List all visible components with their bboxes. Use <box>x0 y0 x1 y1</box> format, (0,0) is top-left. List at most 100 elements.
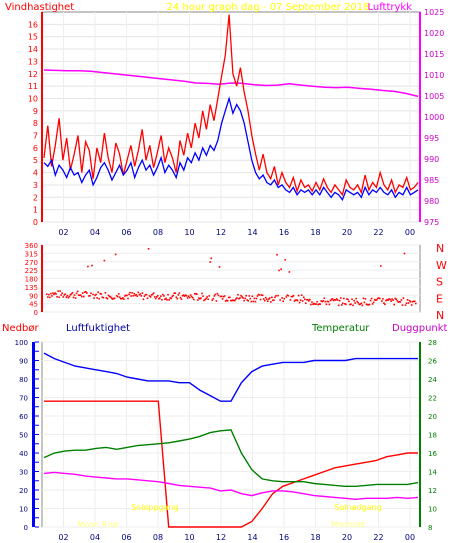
dewpoint-line <box>43 471 419 501</box>
direction-point <box>384 303 386 306</box>
y-right-tick: 1015 <box>424 50 444 59</box>
direction-point <box>382 298 384 300</box>
direction-point <box>109 296 112 298</box>
direction-point <box>144 293 147 296</box>
direction-point <box>154 297 157 300</box>
direction-point <box>244 297 246 300</box>
direction-point <box>335 298 338 300</box>
direction-point <box>336 299 339 301</box>
direction-point <box>200 297 202 299</box>
y-right-tick: 1005 <box>424 92 444 101</box>
direction-point <box>314 303 316 305</box>
direction-point <box>402 297 405 299</box>
direction-point <box>276 253 278 256</box>
direction-point <box>259 298 262 301</box>
direction-point <box>291 295 294 298</box>
direction-point <box>75 292 78 295</box>
x-tick: 00 <box>405 228 415 237</box>
direction-point <box>275 295 277 297</box>
direction-point <box>114 253 117 256</box>
direction-point <box>170 297 172 300</box>
direction-point <box>197 299 199 301</box>
direction-point <box>83 295 85 298</box>
direction-point <box>164 298 166 301</box>
direction-point <box>54 292 56 294</box>
direction-point <box>299 299 302 301</box>
direction-point <box>69 294 72 296</box>
y-left-tick: 12 <box>28 70 38 79</box>
y-left-tick: 16 <box>28 20 38 29</box>
direction-point <box>365 303 368 306</box>
x-tick: 08 <box>153 228 163 237</box>
direction-point <box>194 292 196 295</box>
direction-point <box>324 300 327 303</box>
direction-point <box>282 300 284 303</box>
x-tick: 02 <box>58 228 68 237</box>
compass-label: N <box>436 242 444 255</box>
direction-point <box>277 294 279 297</box>
direction-point <box>359 303 362 305</box>
direction-point <box>327 300 330 303</box>
direction-point <box>103 259 106 262</box>
x-tick: 18 <box>310 533 320 542</box>
direction-point <box>63 294 66 296</box>
direction-point <box>285 296 288 298</box>
temperature-tick: 8 <box>428 524 432 532</box>
y-right-tick: 985 <box>424 176 439 185</box>
temperature-tick: 22 <box>428 395 437 403</box>
direction-point <box>352 304 354 307</box>
direction-point <box>312 303 314 306</box>
direction-point <box>339 297 342 299</box>
direction-point <box>293 300 296 302</box>
direction-point <box>210 257 213 260</box>
annotation: Moonset <box>331 520 365 529</box>
direction-point <box>181 294 184 297</box>
direction-point <box>247 299 250 302</box>
precipitation-line <box>44 400 418 528</box>
direction-point <box>201 292 203 295</box>
humidity-tick: 70 <box>19 395 28 403</box>
direction-point <box>262 298 265 300</box>
y-right-tick: 990 <box>424 155 439 164</box>
direction-point <box>195 292 197 295</box>
direction-point <box>242 297 244 299</box>
direction-point <box>301 300 304 302</box>
direction-point <box>150 294 153 296</box>
y-left-tick: 4 <box>33 169 38 178</box>
direction-point <box>147 247 150 250</box>
humidity-tick: 40 <box>19 450 28 458</box>
direction-point <box>381 300 383 302</box>
direction-point <box>292 294 295 297</box>
direction-point <box>61 292 64 294</box>
direction-point <box>89 294 91 297</box>
direction-point <box>102 296 105 299</box>
direction-point <box>46 293 48 296</box>
direction-point <box>257 293 260 296</box>
direction-point <box>199 298 201 300</box>
direction-point <box>158 297 160 300</box>
direction-point <box>264 296 267 299</box>
direction-point <box>71 291 74 294</box>
direction-point <box>202 295 204 297</box>
direction-point <box>380 265 382 267</box>
direction-point <box>218 266 221 268</box>
y-left-tick: 5 <box>33 156 38 165</box>
y-right-tick: 975 <box>424 218 439 227</box>
direction-point <box>190 295 193 298</box>
temperature-tick: 12 <box>428 487 437 495</box>
y-right-tick: 1020 <box>424 29 444 38</box>
direction-point <box>305 302 307 304</box>
direction-point <box>297 294 300 297</box>
direction-point <box>344 302 346 305</box>
direction-point <box>256 295 259 297</box>
temperature-tick: 26 <box>428 358 437 366</box>
direction-point <box>347 298 349 301</box>
direction-point <box>159 297 161 299</box>
x-tick: 12 <box>216 533 226 542</box>
direction-point <box>351 298 353 301</box>
direction-point <box>404 304 407 306</box>
direction-point <box>270 301 272 303</box>
compass-label: E <box>436 292 443 305</box>
direction-point <box>413 300 416 303</box>
y-left-tick: 0 <box>33 218 38 227</box>
